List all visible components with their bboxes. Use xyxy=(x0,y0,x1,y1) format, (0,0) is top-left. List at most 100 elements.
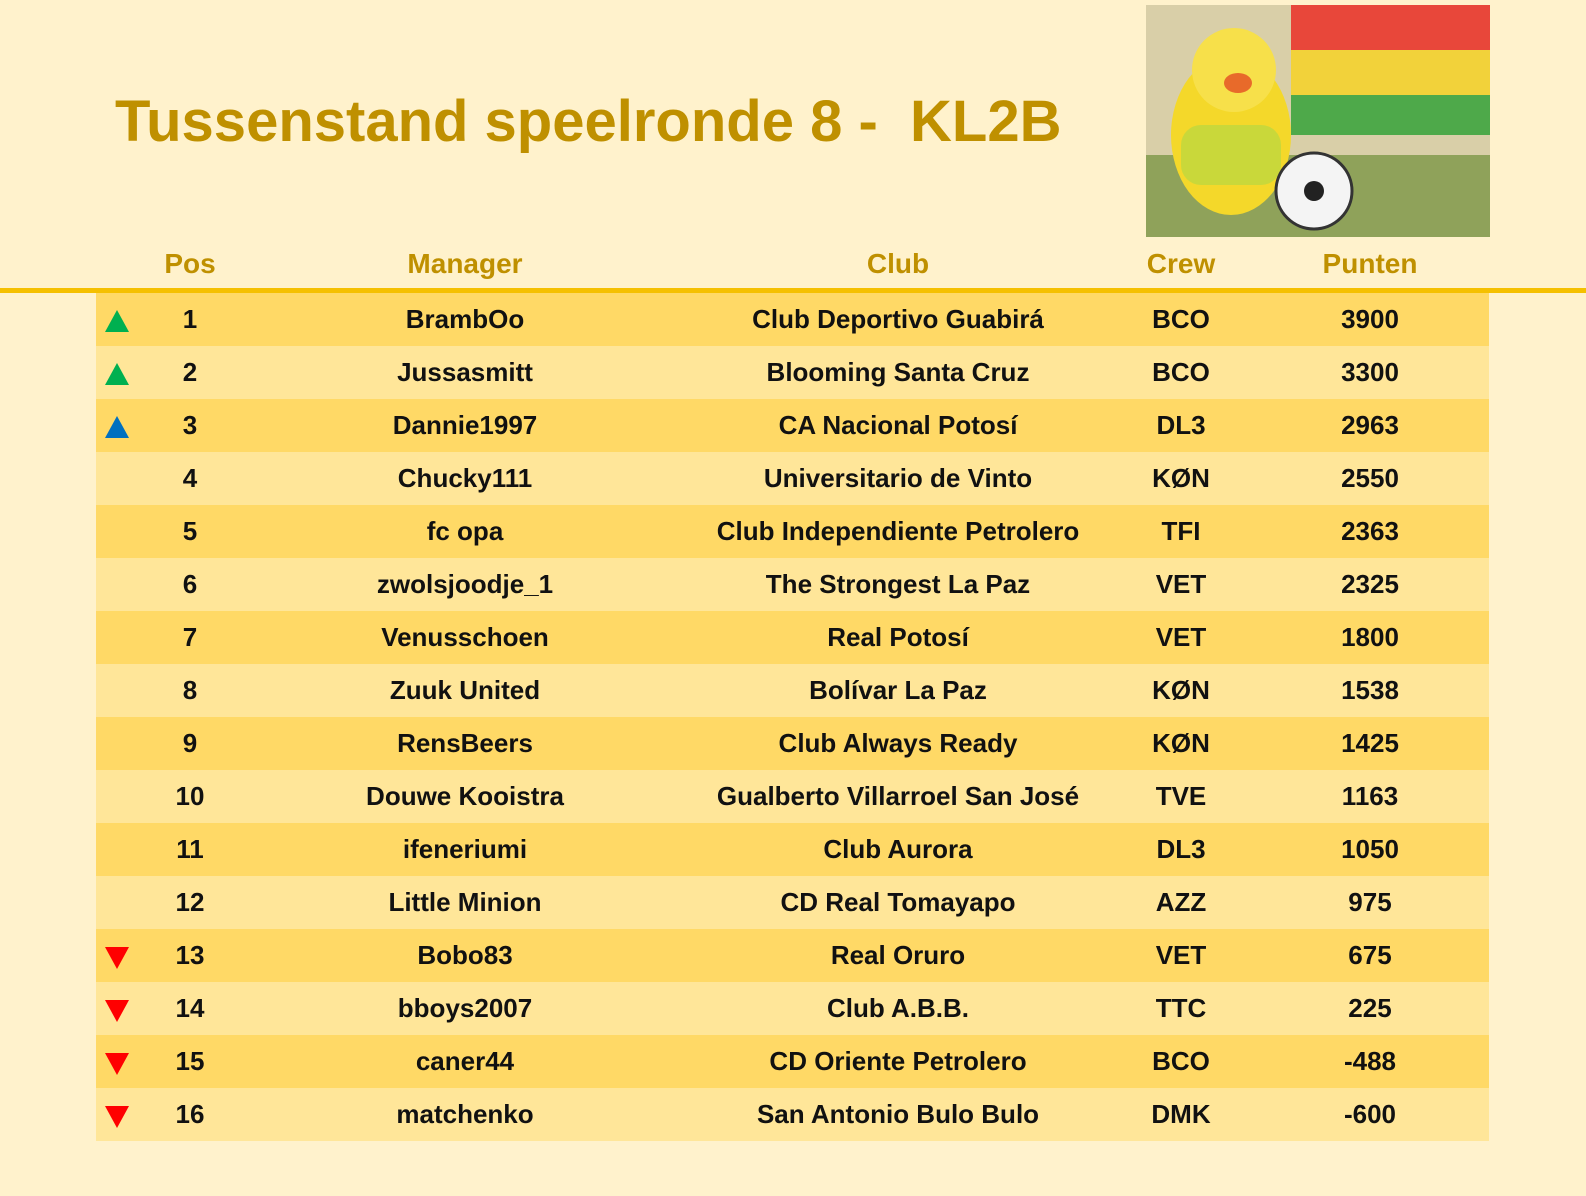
trend-up xyxy=(105,416,129,438)
trend-down xyxy=(105,1106,129,1128)
punten-cell: 2550 xyxy=(1341,463,1399,493)
crew-cell: KØN xyxy=(1152,675,1210,705)
trend-down xyxy=(105,947,129,969)
club-cell: CD Real Tomayapo xyxy=(780,887,1016,917)
table-row: 12 Little Minion CD Real Tomayapo AZZ 975 xyxy=(96,876,1489,929)
club-cell: Club Always Ready xyxy=(778,728,1018,758)
manager-cell: caner44 xyxy=(415,1046,515,1076)
pos-cell: 12 xyxy=(175,887,205,917)
table-row: 1 BrambOo Club Deportivo Guabirá BCO 3900 xyxy=(96,293,1489,346)
table-row: 16 matchenko San Antonio Bulo Bulo DMK -600 xyxy=(96,1088,1489,1141)
pos-cell: 6 xyxy=(182,569,198,599)
crew-cell: VET xyxy=(1155,940,1207,970)
mascot-image xyxy=(1146,5,1490,237)
table-row: 13 Bobo83 Real Oruro VET 675 xyxy=(96,929,1489,982)
table-row: 14 bboys2007 Club A.B.B. TTC 225 xyxy=(96,982,1489,1035)
header-rule xyxy=(0,288,1586,293)
pos-cell: 8 xyxy=(182,675,198,705)
manager-cell: fc opa xyxy=(426,516,504,546)
crew-cell: TTC xyxy=(1155,993,1207,1023)
pos-cell: 2 xyxy=(182,357,198,387)
club-cell: Universitario de Vinto xyxy=(763,463,1033,493)
manager-cell: RensBeers xyxy=(397,728,533,758)
crew-cell: VET xyxy=(1155,569,1207,599)
punten-cell: 3900 xyxy=(1341,304,1399,334)
manager-cell: ifeneriumi xyxy=(402,834,528,864)
punten-cell: -488 xyxy=(1343,1046,1397,1076)
club-cell: Club A.B.B. xyxy=(826,993,970,1023)
column-header: Punten xyxy=(1322,248,1418,279)
club-cell: Club Independiente Petrolero xyxy=(716,516,1080,546)
club-cell: Club Deportivo Guabirá xyxy=(752,304,1044,334)
club-cell: San Antonio Bulo Bulo xyxy=(756,1099,1040,1129)
club-cell: CD Oriente Petrolero xyxy=(769,1046,1027,1076)
table-row: 4 Chucky111 Universitario de Vinto KØN 2550 xyxy=(96,452,1489,505)
punten-cell: 2363 xyxy=(1341,516,1399,546)
pos-cell: 1 xyxy=(182,304,198,334)
table-row: 8 Zuuk United Bolívar La Paz KØN 1538 xyxy=(96,664,1489,717)
club-cell: Gualberto Villarroel San José xyxy=(716,781,1080,811)
punten-cell: 1050 xyxy=(1341,834,1399,864)
crew-cell: AZZ xyxy=(1155,887,1207,917)
pos-cell: 11 xyxy=(176,834,204,864)
crew-cell: BCO xyxy=(1152,1046,1210,1076)
table-row: 2 Jussasmitt Blooming Santa Cruz BCO 3300 xyxy=(96,346,1489,399)
table-row: 7 Venusschoen Real Potosí VET 1800 xyxy=(96,611,1489,664)
punten-cell: 3300 xyxy=(1341,357,1399,387)
manager-cell: Dannie1997 xyxy=(392,410,538,440)
punten-cell: 1538 xyxy=(1341,675,1399,705)
trend-up xyxy=(105,310,129,332)
club-cell: Club Aurora xyxy=(823,834,973,864)
manager-cell: Venusschoen xyxy=(381,622,549,652)
punten-cell: 1800 xyxy=(1341,622,1399,652)
club-cell: Blooming Santa Cruz xyxy=(766,357,1030,387)
punten-cell: 225 xyxy=(1348,993,1392,1023)
crew-cell: TFI xyxy=(1161,516,1201,546)
table-row: 5 fc opa Club Independiente Petrolero TFI 23… xyxy=(96,505,1489,558)
pos-cell: 7 xyxy=(182,622,198,652)
pos-cell: 15 xyxy=(175,1046,205,1076)
manager-cell: matchenko xyxy=(396,1099,534,1129)
crew-cell: KØN xyxy=(1152,463,1210,493)
table-row: 6 zwolsjoodje_1 The Strongest La Paz VET 232… xyxy=(96,558,1489,611)
crew-cell: BCO xyxy=(1152,357,1210,387)
pos-cell: 14 xyxy=(175,993,205,1023)
punten-cell: 1425 xyxy=(1341,728,1399,758)
club-cell: Bolívar La Paz xyxy=(809,675,987,705)
trend-down xyxy=(105,1000,129,1022)
column-header: Manager xyxy=(407,248,523,279)
column-header: Pos xyxy=(164,248,216,279)
pos-cell: 5 xyxy=(182,516,198,546)
manager-cell: Douwe Kooistra xyxy=(366,781,564,811)
manager-cell: zwolsjoodje_1 xyxy=(376,569,554,599)
crew-cell: BCO xyxy=(1152,304,1210,334)
manager-cell: Chucky111 xyxy=(397,463,533,493)
manager-cell: Bobo83 xyxy=(417,940,513,970)
table-row: 10 Douwe Kooistra Gualberto Villarroel San… xyxy=(96,770,1489,823)
punten-cell: 2963 xyxy=(1341,410,1399,440)
club-cell: Real Oruro xyxy=(830,940,966,970)
column-header: Club xyxy=(866,248,930,279)
crew-cell: KØN xyxy=(1152,728,1210,758)
club-cell: Real Potosí xyxy=(827,622,969,652)
pos-cell: 9 xyxy=(182,728,198,758)
crew-cell: DL3 xyxy=(1156,834,1206,864)
manager-cell: Jussasmitt xyxy=(397,357,533,387)
club-cell: CA Nacional Potosí xyxy=(778,410,1018,440)
manager-cell: BrambOo xyxy=(405,304,525,334)
punten-cell: -600 xyxy=(1343,1099,1397,1129)
crew-cell: DMK xyxy=(1151,1099,1211,1129)
punten-cell: 975 xyxy=(1348,887,1392,917)
pos-cell: 10 xyxy=(175,781,205,811)
table-row: 9 RensBeers Club Always Ready KØN 1425 xyxy=(96,717,1489,770)
pos-cell: 3 xyxy=(182,410,198,440)
crew-cell: VET xyxy=(1155,622,1207,652)
table-row: 3 Dannie1997 CA Nacional Potosí DL3 2963 xyxy=(96,399,1489,452)
table-row: 15 caner44 CD Oriente Petrolero BCO -488 xyxy=(96,1035,1489,1088)
trend-up xyxy=(105,363,129,385)
crew-cell: TVE xyxy=(1155,781,1207,811)
pos-cell: 16 xyxy=(175,1099,205,1129)
pos-cell: 13 xyxy=(175,940,205,970)
pos-cell: 4 xyxy=(182,463,198,493)
